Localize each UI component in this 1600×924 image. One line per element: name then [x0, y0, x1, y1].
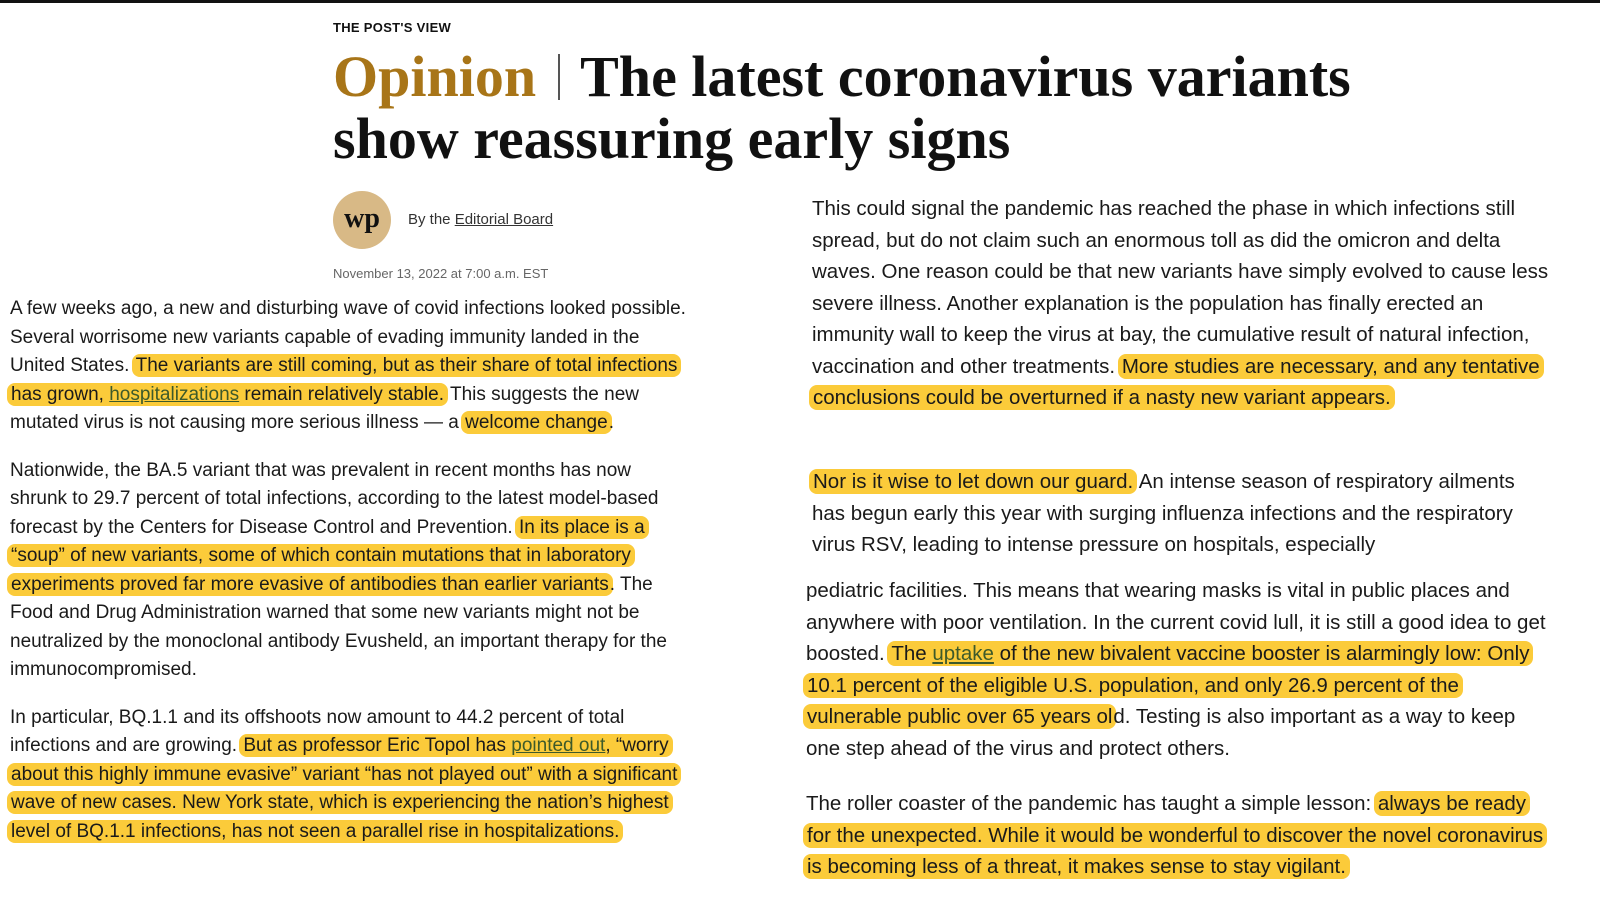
byline-prefix: By the — [408, 211, 451, 228]
paragraph-text: This could signal the pandemic has reach… — [809, 193, 1552, 414]
paragraph-text: Nor is it wise to let down our guard. An… — [809, 466, 1552, 561]
text-span: A few weeks ago, a new and disturbing wa… — [10, 298, 686, 376]
highlight: welcome change — [461, 411, 612, 434]
right-paragraph-3: pediatric facilities. This means that we… — [803, 575, 1546, 764]
text-span: Nationwide, the BA.5 variant that was pr… — [10, 459, 659, 538]
uptake-link[interactable]: uptake — [932, 642, 994, 665]
wp-logo-avatar: wp — [333, 191, 391, 249]
highlight: always be ready for the unexpected. Whil… — [803, 791, 1548, 879]
pointed-out-link[interactable]: pointed out — [511, 735, 606, 756]
text-span: d. Testing is also important as a way to… — [806, 705, 1516, 760]
text-span: The roller coaster of the pandemic has t… — [806, 792, 1377, 815]
paragraph-text: The roller coaster of the pandemic has t… — [803, 788, 1548, 883]
top-border — [0, 0, 1600, 3]
publish-date: November 13, 2022 at 7:00 a.m. EST — [333, 266, 549, 281]
highlight: Nor is it wise to let down our guard. — [809, 469, 1138, 494]
right-paragraph-1: This could signal the pandemic has reach… — [809, 193, 1552, 414]
byline: By the Editorial Board — [408, 211, 553, 228]
paragraph-1: A few weeks ago, a new and disturbing wa… — [7, 295, 690, 438]
text-span: of the new bivalent vaccine booster is a… — [807, 642, 1530, 728]
hospitalizations-link[interactable]: hospitalizations — [109, 383, 240, 405]
headline-line-1: The latest coronavirus variants — [580, 44, 1351, 109]
text-span: This suggests the new mutated virus is n… — [10, 383, 640, 434]
right-paragraph-2: Nor is it wise to let down our guard. An… — [809, 466, 1552, 561]
paragraph-text: pediatric facilities. This means that we… — [803, 575, 1546, 764]
text-span: . — [608, 412, 614, 433]
opinion-label[interactable]: Opinion — [333, 44, 537, 109]
text-span: remain relatively stable. — [239, 383, 445, 405]
text-span: pediatric facilities. This means that we… — [806, 579, 1546, 665]
left-column: A few weeks ago, a new and disturbing wa… — [7, 295, 690, 847]
text-span: This could signal the pandemic has reach… — [812, 197, 1549, 378]
section-kicker: THE POST'S VIEW — [333, 20, 452, 35]
article-headline: Opinion The latest coronavirus variants sh… — [333, 46, 1393, 170]
text-span: . The Food and Drug Administration warne… — [10, 573, 667, 681]
right-paragraph-4: The roller coaster of the pandemic has t… — [803, 788, 1548, 883]
paragraph-2: Nationwide, the BA.5 variant that was pr… — [7, 457, 690, 685]
headline-line-2: show reassuring early signs — [333, 106, 1011, 171]
text-span: , “worry about this highly immune evasiv… — [11, 735, 678, 842]
paragraph-3: In particular, BQ.1.1 and its offshoots … — [7, 704, 690, 847]
text-span: The — [891, 642, 933, 665]
author-link[interactable]: Editorial Board — [454, 211, 554, 228]
text-span: In particular, BQ.1.1 and its offshoots … — [10, 706, 625, 757]
text-span: But as professor Eric Topol has — [243, 735, 512, 756]
headline-divider — [558, 54, 561, 100]
text-span: The variants are still coming, but as th… — [11, 355, 678, 405]
text-span: An intense season of respiratory ailment… — [812, 470, 1515, 556]
